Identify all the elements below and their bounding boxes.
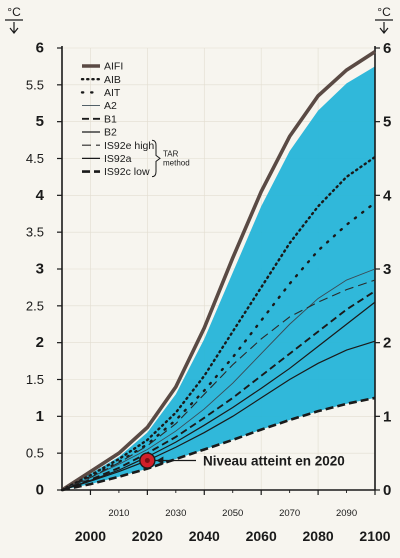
- x-minor-tick-label: 2010: [108, 508, 129, 519]
- series-line-aib: [60, 155, 377, 492]
- series-line-is92c-low: [61, 396, 376, 492]
- y-tick-label: 1.5: [26, 372, 44, 387]
- y-tick-label-right: 0: [383, 482, 391, 499]
- y-tick-label-right: 4: [383, 187, 392, 204]
- legend-item-label: IS92c low: [104, 166, 150, 178]
- legend-item-label: IS92e high: [104, 140, 154, 152]
- legend-item-label: AIB: [104, 74, 121, 86]
- projection-range-band: [62, 66, 375, 491]
- down-arrow-icon: [379, 22, 389, 34]
- tar-bracket: [151, 139, 161, 178]
- x-tick-label: 2000: [75, 528, 106, 544]
- y-tick-label: 0: [36, 482, 44, 499]
- y-unit-right: °C: [377, 5, 391, 19]
- y-tick-label: 2.5: [26, 298, 44, 313]
- y-tick-label-right: 6: [383, 40, 391, 57]
- down-arrow-icon: [9, 22, 19, 34]
- legend-item-label: AIFI: [104, 61, 123, 73]
- y-unit-left: °C: [7, 5, 21, 19]
- y-tick-label: 3.5: [26, 225, 44, 240]
- series-line-b1: [61, 290, 376, 491]
- x-tick-label: 2020: [132, 528, 163, 544]
- y-tick-label: 4: [36, 187, 45, 204]
- x-tick-label: 2060: [246, 528, 277, 544]
- y-tick-label: 5: [36, 113, 44, 130]
- x-tick-label: 2080: [303, 528, 334, 544]
- y-tick-label-right: 1: [383, 408, 391, 425]
- y-tick-label-right: 5: [383, 114, 391, 131]
- x-minor-tick-label: 2090: [336, 508, 357, 519]
- marker-arrowhead: [156, 456, 164, 465]
- series-line-is92e-high: [61, 279, 376, 491]
- y-tick-label: 5.5: [26, 77, 44, 92]
- legend-item-label: A2: [104, 100, 117, 112]
- y-tick-label-right: 2: [383, 335, 391, 352]
- series-line-is92a: [61, 340, 376, 491]
- series-line-b2: [61, 301, 376, 491]
- x-minor-tick-label: 2030: [165, 508, 186, 519]
- y-tick-label: 0.5: [26, 446, 44, 461]
- series-line-aifi: [61, 50, 376, 492]
- tar-method-label: method: [163, 158, 190, 167]
- y-tick-label: 1: [36, 408, 44, 425]
- legend-item-label: AIT: [104, 87, 121, 99]
- tar-method-label: TAR: [163, 149, 179, 158]
- x-tick-label: 2040: [189, 528, 220, 544]
- marker-annotation: Niveau atteint en 2020: [203, 454, 345, 469]
- y-tick-label: 4.5: [26, 151, 44, 166]
- legend-item-label: B2: [104, 127, 117, 139]
- legend-item-label: B1: [104, 113, 117, 125]
- x-minor-tick-label: 2070: [279, 508, 300, 519]
- series-line-a2: [61, 268, 376, 491]
- y-tick-label: 6: [36, 40, 44, 57]
- y-tick-label: 3: [36, 261, 44, 278]
- legend-item-label: IS92a: [104, 153, 132, 165]
- x-tick-label: 2100: [359, 528, 390, 544]
- marker-2020-dot-center: [144, 458, 150, 464]
- x-minor-tick-label: 2050: [222, 508, 243, 519]
- y-tick-label-right: 3: [383, 261, 391, 278]
- y-tick-label: 2: [36, 334, 44, 351]
